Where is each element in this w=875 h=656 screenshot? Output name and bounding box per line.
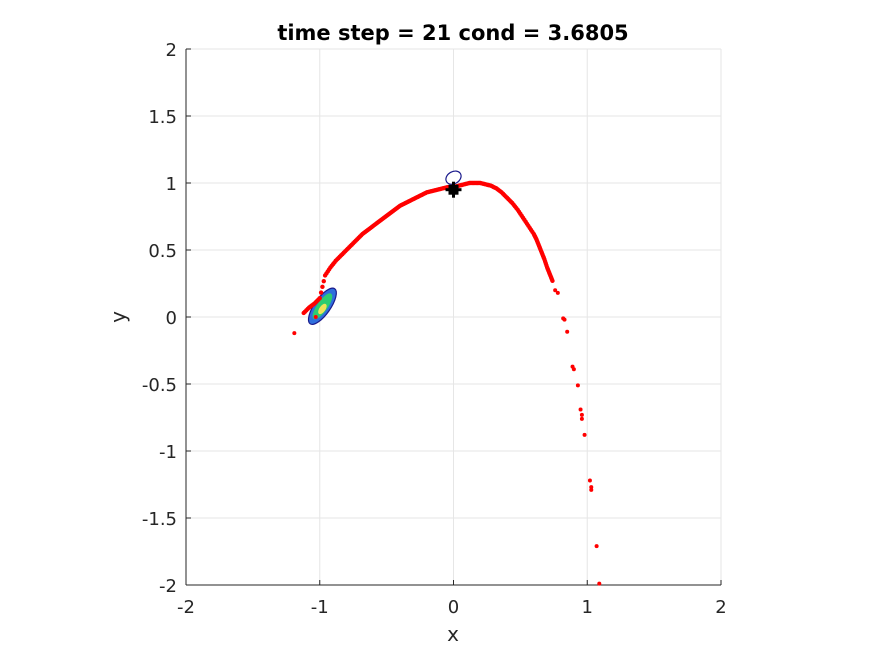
chart-title: time step = 21 cond = 3.6805 <box>277 21 628 45</box>
y-tick-label: -1 <box>159 442 177 463</box>
particle <box>317 296 322 301</box>
particle <box>589 487 594 492</box>
particle <box>320 284 325 290</box>
x-axis-label: x <box>447 622 459 646</box>
particle <box>562 317 567 322</box>
particle <box>313 315 318 319</box>
y-tick-label: 2 <box>166 40 177 61</box>
particle <box>318 290 324 295</box>
x-tick-label: 0 <box>448 597 459 618</box>
estimate-marker <box>445 181 462 198</box>
particle <box>571 367 576 372</box>
particle <box>321 278 326 284</box>
particle <box>587 478 592 483</box>
y-tick-label: 0.5 <box>148 241 177 262</box>
particle <box>594 544 599 549</box>
particle <box>575 383 580 388</box>
particle <box>578 407 583 412</box>
particle <box>555 290 560 295</box>
x-tick-label: 1 <box>582 597 593 618</box>
y-tick-label: 1 <box>166 174 177 195</box>
x-tick-labels: -2 -1 0 1 2 <box>177 597 727 618</box>
particle <box>579 412 584 417</box>
y-tick-labels: -2 -1.5 -1 -0.5 0 0.5 1 1.5 2 <box>142 40 177 597</box>
particle <box>597 581 602 586</box>
y-tick-label: 0 <box>166 308 177 329</box>
particle <box>292 331 297 336</box>
particle <box>550 278 555 284</box>
axes <box>185 48 722 586</box>
y-axis-label: y <box>106 311 130 323</box>
y-tick-label: 1.5 <box>148 107 177 128</box>
contour-outer <box>445 170 462 185</box>
x-tick-label: -1 <box>311 597 329 618</box>
x-tick-label: -2 <box>177 597 195 618</box>
particle <box>553 288 558 293</box>
particle <box>565 329 570 334</box>
x-tick-label: 2 <box>715 597 726 618</box>
contour-peak <box>318 303 327 315</box>
y-tick-label: -1.5 <box>142 509 177 530</box>
particle <box>579 416 584 421</box>
y-tick-label: -0.5 <box>142 375 177 396</box>
y-tick-label: -2 <box>159 576 177 597</box>
particle <box>582 432 587 437</box>
